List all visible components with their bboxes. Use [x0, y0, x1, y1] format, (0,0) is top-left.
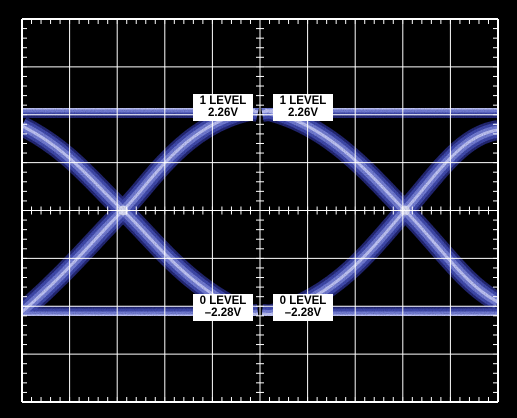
zero-level-label-left: 0 LEVEL –2.28V	[193, 294, 253, 321]
zero-level-value-left: –2.28V	[204, 307, 242, 319]
graticule	[21, 18, 499, 403]
one-level-title-right: 1 LEVEL	[279, 95, 327, 107]
zero-level-title-right: 0 LEVEL	[279, 295, 327, 307]
one-level-title-left: 1 LEVEL	[199, 95, 247, 107]
zero-level-value-right: –2.28V	[284, 307, 322, 319]
zero-level-title-left: 0 LEVEL	[199, 295, 247, 307]
one-level-label-left: 1 LEVEL 2.26V	[193, 94, 253, 121]
zero-level-label-right: 0 LEVEL –2.28V	[273, 294, 333, 321]
one-level-value-right: 2.26V	[287, 107, 319, 119]
one-level-label-right: 1 LEVEL 2.26V	[273, 94, 333, 121]
one-level-value-left: 2.26V	[207, 107, 239, 119]
